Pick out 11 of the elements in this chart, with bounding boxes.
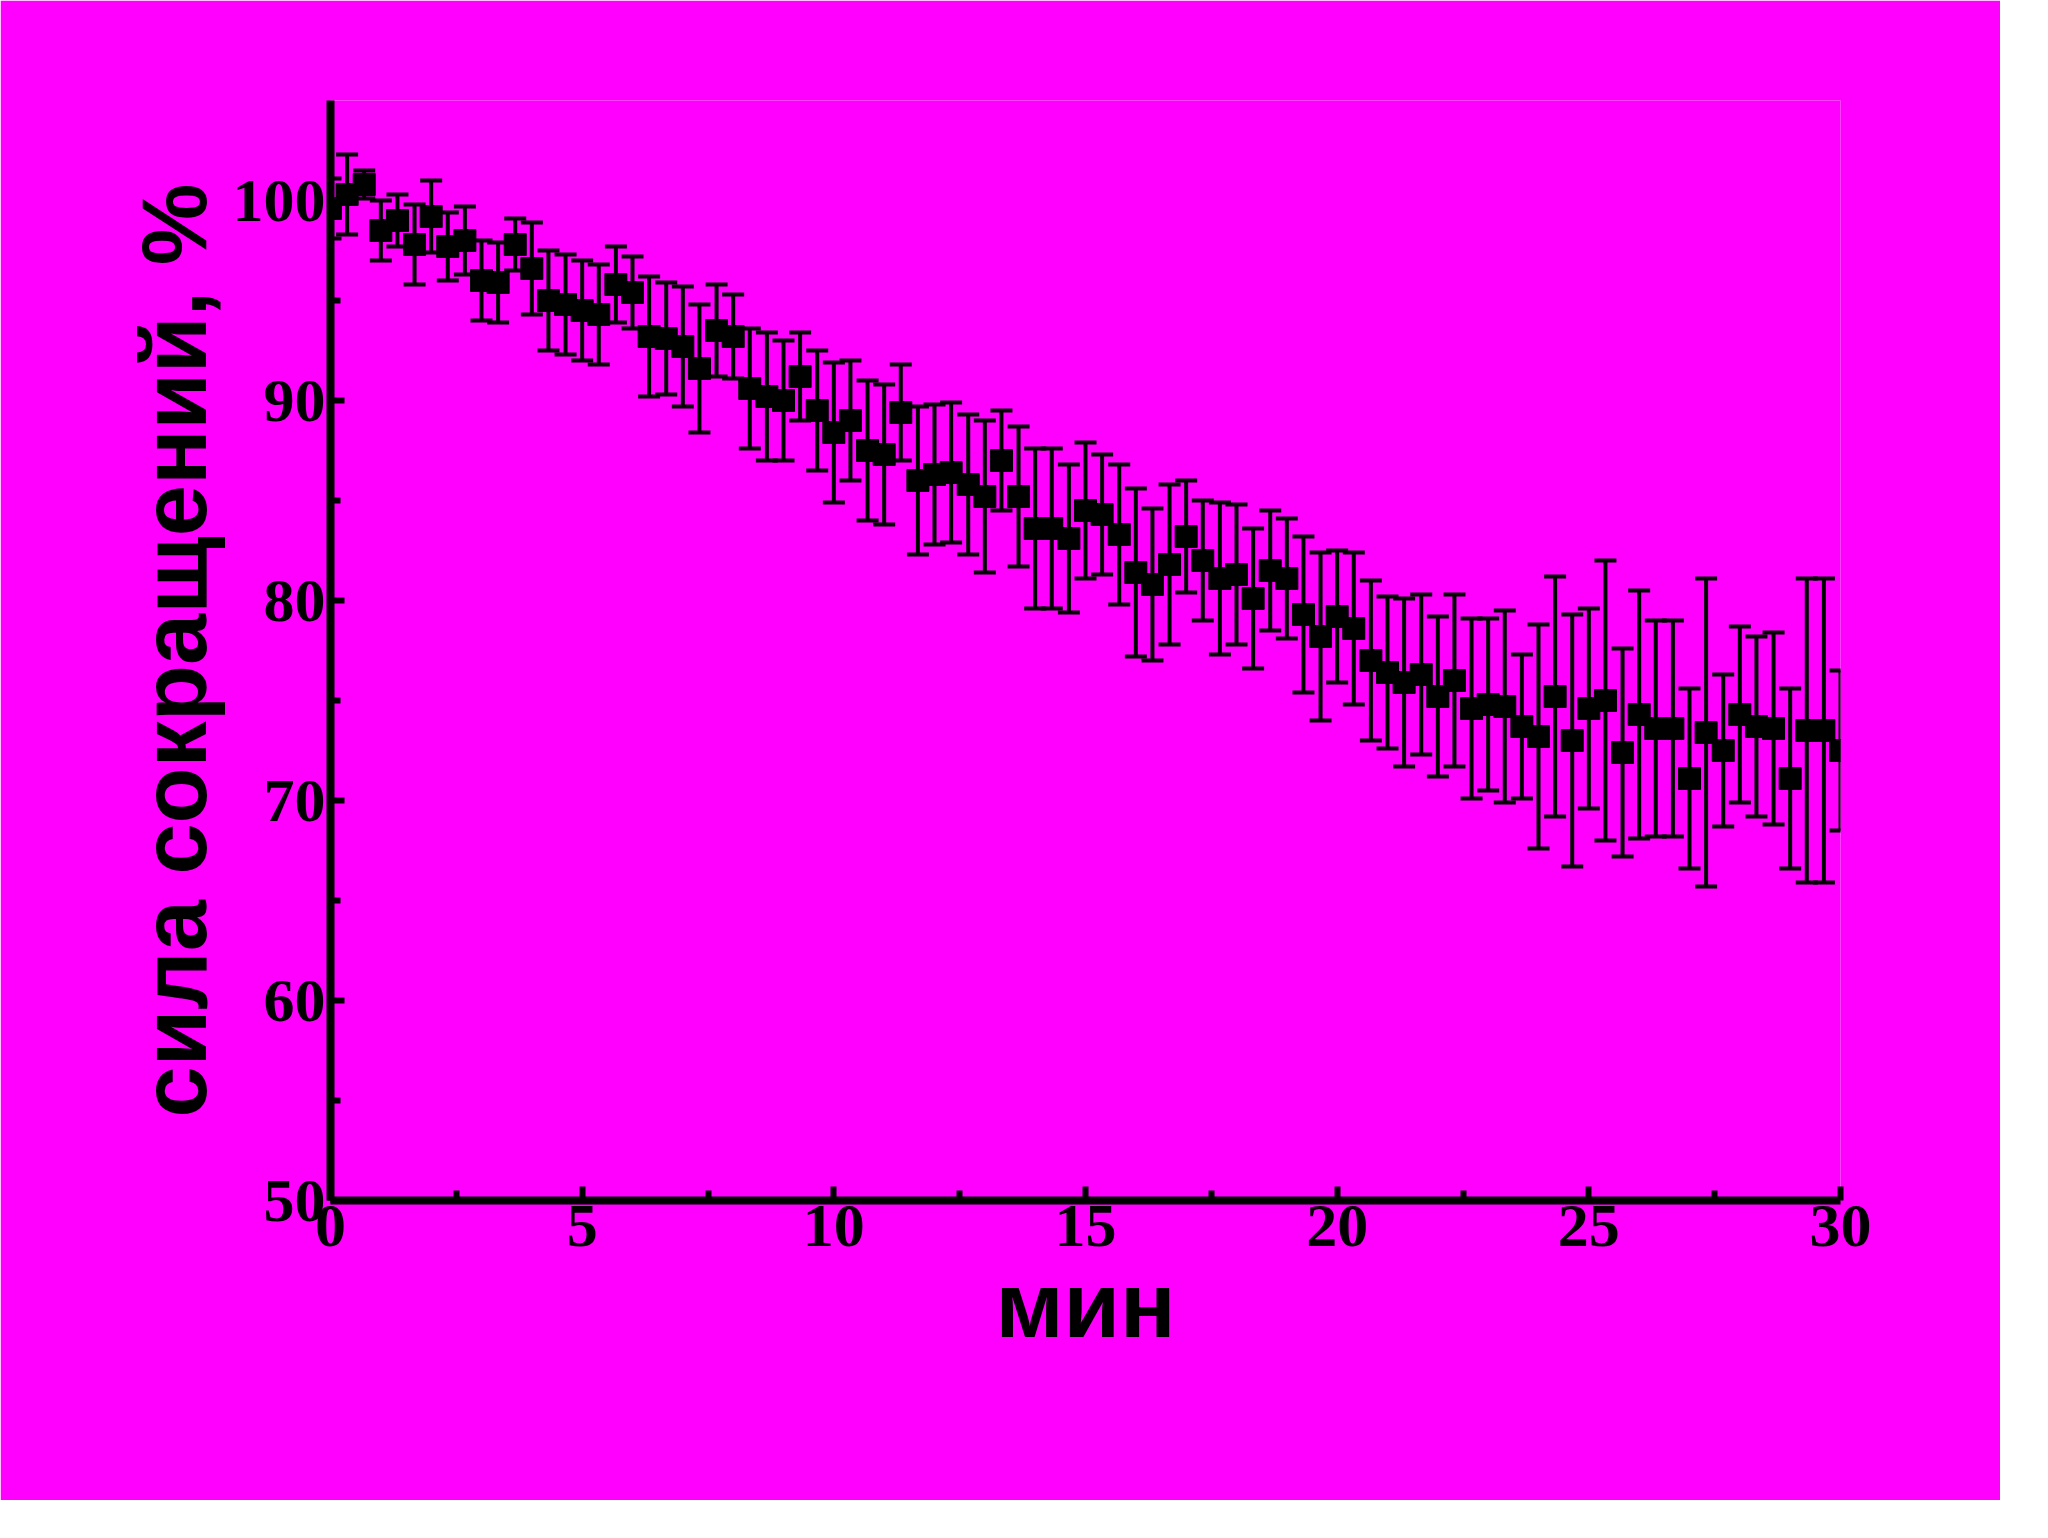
y-tick-label: 90 <box>263 365 326 434</box>
x-tick-label: 5 <box>566 1190 598 1259</box>
x-tick-label: 30 <box>1809 1190 1872 1259</box>
x-tick-label: 10 <box>802 1190 865 1259</box>
x-tick-label: 20 <box>1306 1190 1369 1259</box>
y-tick-label: 100 <box>232 165 326 234</box>
y-tick-label: 60 <box>263 965 326 1034</box>
y-tick-label: 70 <box>263 765 326 834</box>
x-tick-label: 25 <box>1557 1190 1620 1259</box>
y-axis-title: сила сокращений, % <box>122 183 225 1118</box>
y-tick-label: 80 <box>263 565 326 634</box>
